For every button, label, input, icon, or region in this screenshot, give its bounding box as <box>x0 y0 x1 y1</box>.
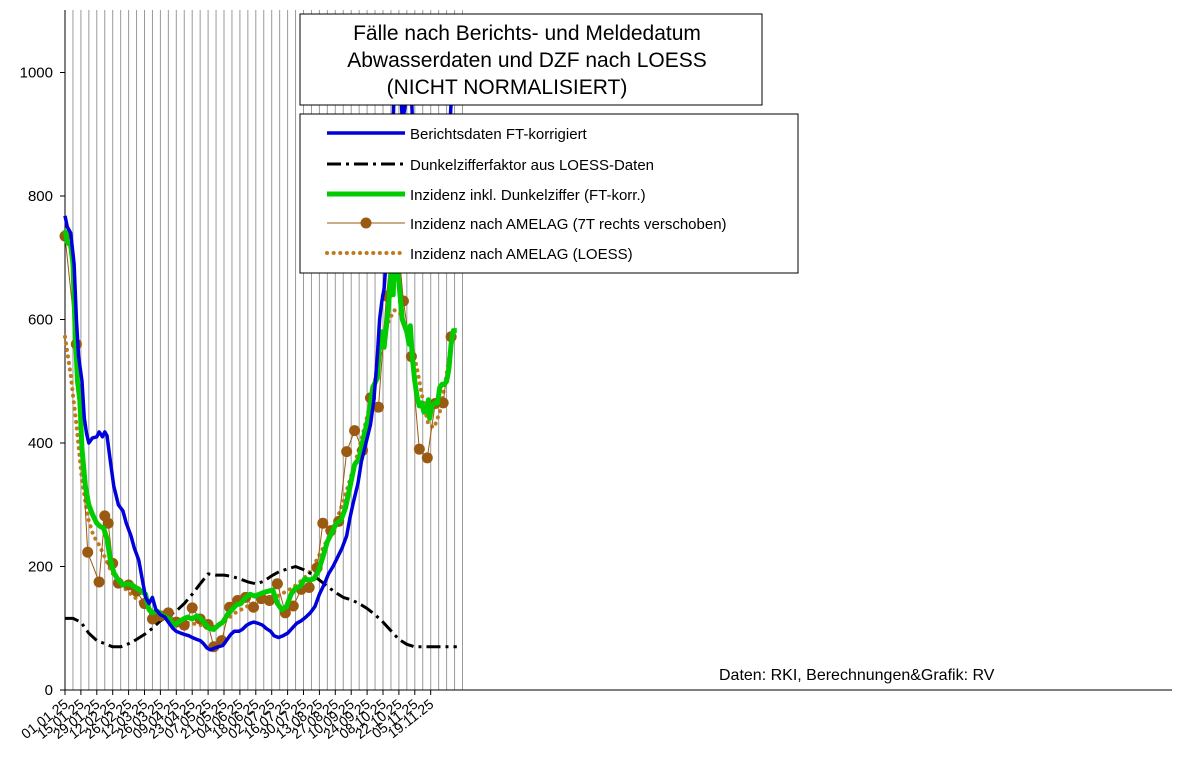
x-axis-ticks: 01.01.2515.01.2529.01.2512.02.2526.02.25… <box>18 690 437 742</box>
series-marker <box>263 594 275 606</box>
series-marker <box>271 578 283 590</box>
series-marker <box>437 397 449 409</box>
series-marker <box>421 452 433 464</box>
legend-label-inzidenz-dunkelziffer: Inzidenz inkl. Dunkelziffer (FT-korr.) <box>410 187 646 204</box>
series-layer <box>59 42 457 653</box>
title-line-2: Abwasserdaten und DZF nach LOESS <box>347 49 707 72</box>
legend-label-amelag-loess: Inzidenz nach AMELAG (LOESS) <box>410 246 633 263</box>
series-line-1 <box>65 565 457 649</box>
y-tick-label: 0 <box>45 682 53 699</box>
legend-marker-amelag-shifted <box>360 217 372 229</box>
title-line-3: (NICHT NORMALISIERT) <box>387 76 628 99</box>
series-marker <box>102 517 114 529</box>
y-tick-label: 400 <box>28 435 53 452</box>
series-line-2 <box>62 218 457 632</box>
y-tick-label: 1000 <box>20 65 53 82</box>
series-marker <box>248 601 260 613</box>
title-frame <box>299 13 763 106</box>
series-marker <box>93 576 105 588</box>
series-marker <box>287 600 299 612</box>
y-tick-label: 200 <box>28 559 53 576</box>
series-marker <box>413 443 425 455</box>
y-tick-label: 600 <box>28 312 53 329</box>
y-tick-label: 800 <box>28 188 53 205</box>
series-marker <box>317 517 329 529</box>
source-annotation: Daten: RKI, Berechnungen&Grafik: RV <box>719 667 995 684</box>
grid-lines <box>64 10 463 690</box>
title-box: Fälle nach Berichts- und Meldedatum Abwa… <box>299 13 763 106</box>
series-marker <box>186 602 198 614</box>
series-marker <box>341 446 353 458</box>
legend: Berichtsdaten FT-korrigiert Dunkelziffer… <box>299 113 799 274</box>
legend-label-amelag-shifted: Inzidenz nach AMELAG (7T rechts verschob… <box>410 216 727 233</box>
series-marker <box>372 401 384 413</box>
legend-label-dunkelzifferfaktor: Dunkelzifferfaktor aus LOESS-Daten <box>410 157 654 174</box>
y-axis-ticks: 0 200 400 600 800 1000 <box>20 65 65 699</box>
title-line-1: Fälle nach Berichts- und Meldedatum <box>353 22 701 45</box>
series-marker <box>303 581 315 593</box>
series-marker <box>349 425 361 437</box>
series-marker <box>82 546 94 558</box>
legend-label-berichtsdaten: Berichtsdaten FT-korrigiert <box>410 126 588 143</box>
